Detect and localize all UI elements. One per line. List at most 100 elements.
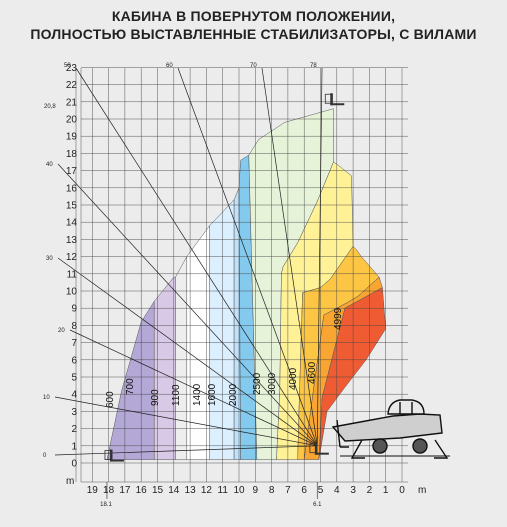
y-tick-9: 9 <box>71 304 77 315</box>
y-tick-22: 22 <box>66 80 78 91</box>
x-tick-17: 17 <box>119 485 131 496</box>
x-tick-19: 19 <box>87 485 99 496</box>
x-tick-13: 13 <box>185 485 197 496</box>
fork-mast <box>109 449 113 462</box>
y-tick-2: 2 <box>71 424 77 435</box>
x-tick-15: 15 <box>152 485 164 496</box>
fork-tine <box>330 103 345 106</box>
x-tick-2: 2 <box>367 485 373 496</box>
x-tick-7: 7 <box>285 485 291 496</box>
angle-label-10: 10 <box>43 395 50 401</box>
machine-body <box>331 399 450 459</box>
y-tick-12: 12 <box>66 252 78 263</box>
x-tick-8: 8 <box>269 485 275 496</box>
zone-label-1600: 1600 <box>207 383 218 406</box>
x-tick-1: 1 <box>383 485 389 496</box>
boom-line-78 <box>316 67 323 446</box>
zone-label-600: 600 <box>105 391 116 408</box>
max-height-label: 20,8 <box>44 104 56 110</box>
fork-tine <box>109 459 124 462</box>
zone-label-2000: 2000 <box>228 383 239 406</box>
wheel-front <box>372 438 388 454</box>
chart-title-line-2: ПОЛНОСТЬЮ ВЫСТАВЛЕННЫЕ СТАБИЛИЗАТОРЫ, С … <box>30 26 477 42</box>
y-tick-18: 18 <box>66 149 78 160</box>
zone-label-4600: 4600 <box>307 361 318 384</box>
y-tick-5: 5 <box>71 373 77 384</box>
load-zone-600 <box>106 300 155 460</box>
x-tick-18: 18 <box>103 485 115 496</box>
boom-line-20 <box>69 329 318 447</box>
chart-title-line-1: КАБИНА В ПОВЕРНУТОМ ПОЛОЖЕНИИ, <box>111 8 396 24</box>
x-tick-9: 9 <box>253 485 259 496</box>
x-tick-5: 5 <box>318 485 324 496</box>
chart-axes: 0123456789101112131415161718192021222320… <box>44 63 426 508</box>
boom-line-70 <box>261 67 318 446</box>
boom-line-50 <box>75 67 318 446</box>
y-tick-13: 13 <box>66 235 78 246</box>
wheel-rear <box>412 438 428 454</box>
angle-label-60: 60 <box>166 63 173 69</box>
y-tick-21: 21 <box>66 97 78 108</box>
load-zone-900 <box>175 255 188 460</box>
y-tick-10: 10 <box>66 287 78 298</box>
x-tick-6: 6 <box>301 485 307 496</box>
fork-frame <box>104 450 113 460</box>
x-tick-4: 4 <box>334 485 340 496</box>
y-tick-16: 16 <box>66 183 78 194</box>
y-tick-17: 17 <box>66 166 78 177</box>
fork-at-min-outreach <box>309 442 329 455</box>
y-tick-1: 1 <box>71 441 77 452</box>
load-zones <box>106 108 386 460</box>
boom-line-0 <box>54 445 318 456</box>
load-zone-2000 <box>238 154 258 460</box>
angle-label-70: 70 <box>250 63 257 69</box>
y-tick-11: 11 <box>67 269 78 280</box>
fork-at-max-outreach <box>104 449 124 462</box>
fork-tine <box>314 452 329 455</box>
fork-frame <box>324 93 333 104</box>
fork-at-max-height <box>324 93 345 106</box>
load-zone-labels: 600 700 900 1100 1400 1600 2000 2500 3000 4000 460… <box>105 307 344 408</box>
x-tick-10: 10 <box>233 485 245 496</box>
x-tick-16: 16 <box>136 485 148 496</box>
chart-grid <box>75 67 408 483</box>
zone-label-3000: 3000 <box>267 372 278 395</box>
boom-line-10 <box>54 396 318 447</box>
front-fork <box>336 419 349 448</box>
y-tick-4: 4 <box>71 390 77 401</box>
y-tick-19: 19 <box>66 132 78 143</box>
angle-label-30: 30 <box>46 256 53 262</box>
load-zone-1400 <box>209 199 235 460</box>
outreach-min-label: 6.1 <box>313 502 322 508</box>
x-tick-11: 11 <box>218 485 229 496</box>
x-axis-unit: m <box>418 485 426 496</box>
angle-label-78: 78 <box>310 63 317 69</box>
y-tick-0: 0 <box>71 459 77 470</box>
y-tick-8: 8 <box>71 321 77 332</box>
y-axis-unit: m <box>66 476 74 487</box>
boom-line-30 <box>57 257 318 447</box>
fork-frame <box>309 443 318 454</box>
zone-label-1100: 1100 <box>171 384 182 406</box>
zone-label-4999: 4999 <box>333 307 344 330</box>
x-tick-12: 12 <box>201 485 213 496</box>
zone-label-700: 700 <box>125 378 136 395</box>
angle-label-20: 20 <box>58 328 65 334</box>
y-tick-14: 14 <box>66 218 78 229</box>
boom-line-60 <box>177 67 318 446</box>
angle-label-50: 50 <box>64 63 71 69</box>
x-tick-14: 14 <box>168 485 180 496</box>
zone-label-4000: 4000 <box>288 367 299 390</box>
y-tick-20: 20 <box>66 115 78 126</box>
y-tick-23: 23 <box>66 63 78 74</box>
zone-label-900: 900 <box>150 389 161 406</box>
machine-chassis <box>331 413 443 442</box>
x-tick-0: 0 <box>399 485 405 496</box>
fork-mast <box>314 442 318 455</box>
machine-cab <box>387 399 425 415</box>
y-tick-7: 7 <box>71 338 77 349</box>
fork-mast <box>330 93 333 106</box>
y-tick-3: 3 <box>71 407 77 418</box>
